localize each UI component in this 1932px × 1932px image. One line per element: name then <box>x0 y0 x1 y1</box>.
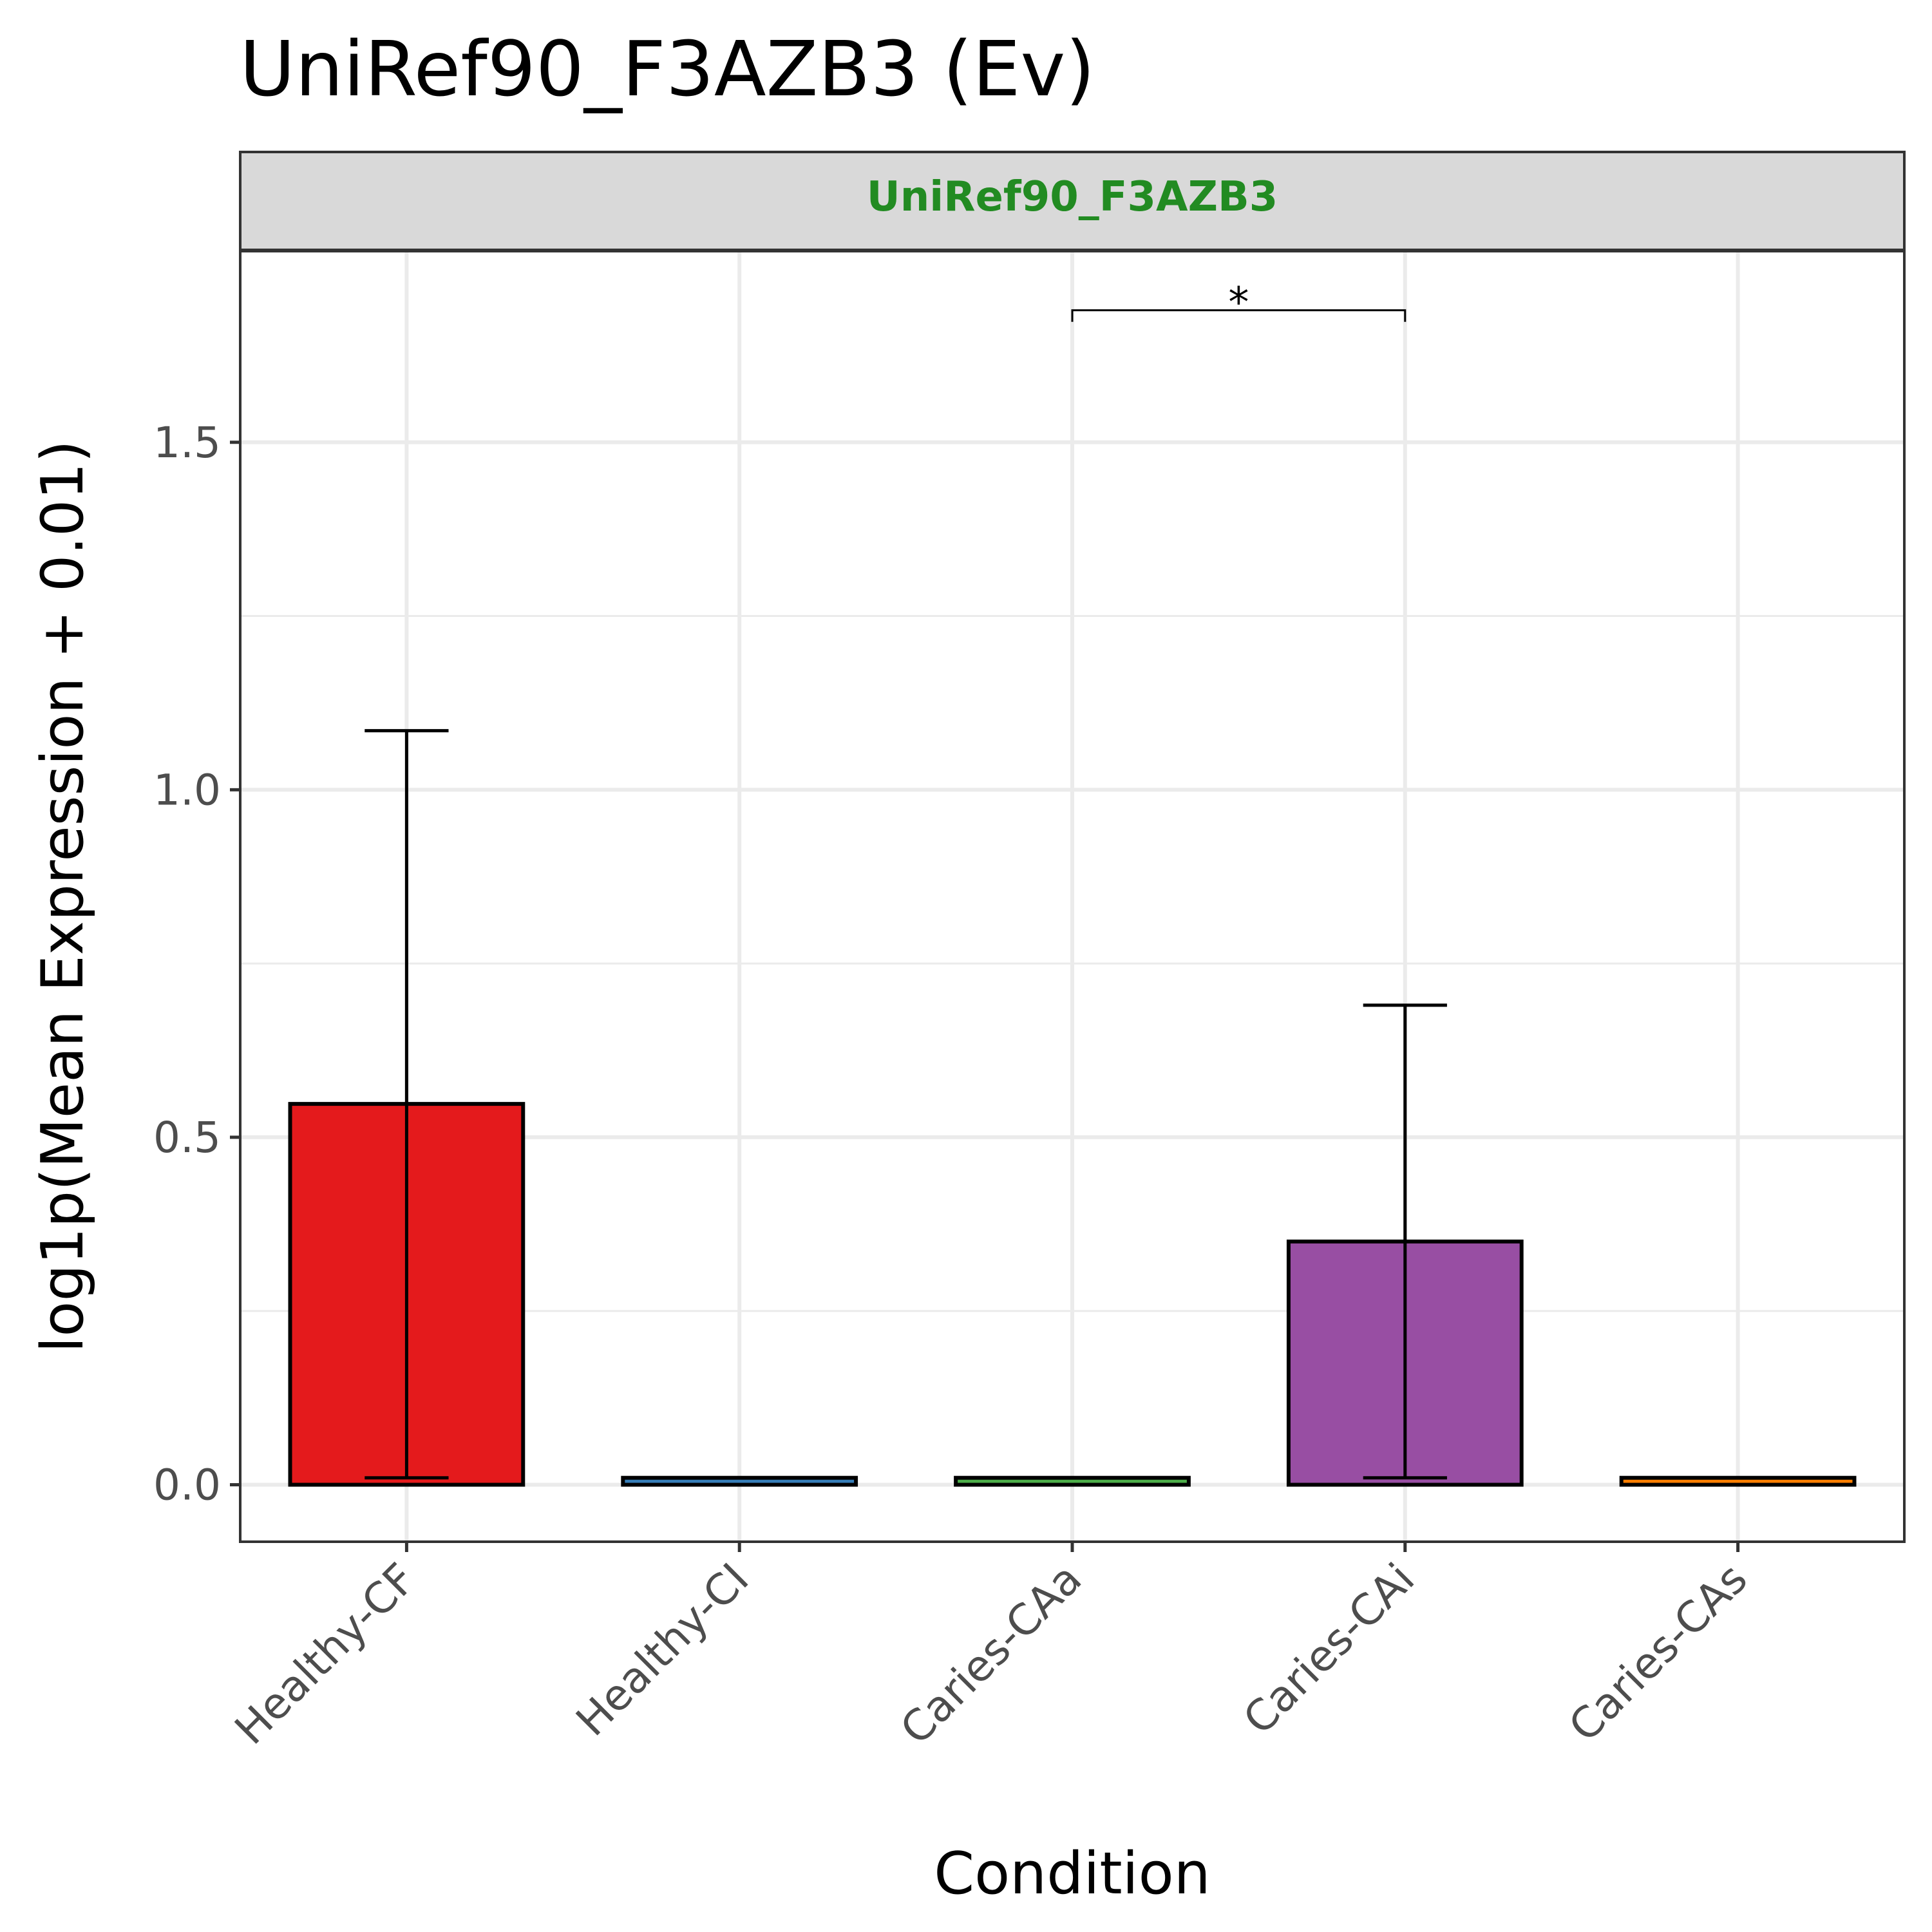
error-bar-caries-cai <box>1363 1003 1447 1480</box>
y-axis: 0.0 0.5 1.0 1.5 <box>153 418 240 1510</box>
y-tick-label: 1.5 <box>153 418 221 468</box>
x-axis-title: Condition <box>934 1840 1210 1908</box>
error-bar-healthy-cf <box>365 729 449 1480</box>
facet-strip-background <box>239 151 1906 251</box>
significance-label: * <box>1228 279 1249 327</box>
significance-line <box>1071 309 1406 322</box>
facet-strip-label: UniRef90_F3AZB3 <box>867 173 1278 221</box>
chart-title: UniRef90_F3AZB3 (Ev) <box>240 24 1095 113</box>
significance-brackets: * <box>1071 279 1406 327</box>
significance-bracket: * <box>1071 279 1406 327</box>
facet-strip: UniRef90_F3AZB3 <box>239 151 1906 251</box>
y-axis-title: log1p(Mean Expression + 0.01) <box>29 440 97 1352</box>
y-tick-label: 0.0 <box>153 1461 221 1510</box>
y-tick-label: 1.0 <box>153 765 221 815</box>
y-tick-label: 0.5 <box>153 1113 221 1162</box>
error-bars <box>365 729 1780 1480</box>
